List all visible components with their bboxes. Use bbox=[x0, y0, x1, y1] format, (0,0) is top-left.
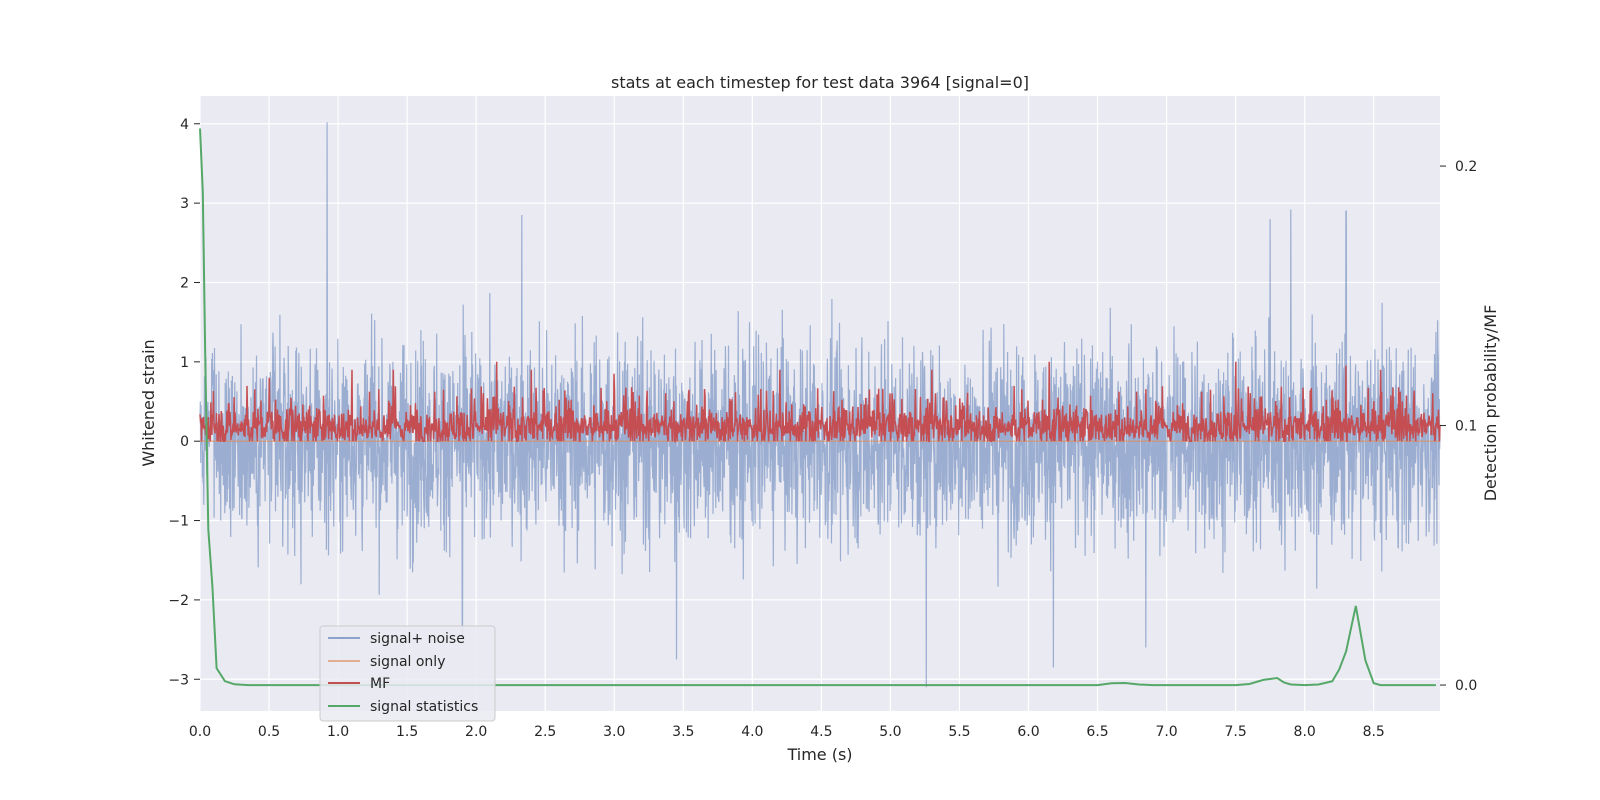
x-tick-label: 4.0 bbox=[741, 724, 763, 740]
y2-axis-label: Detection probability/MF bbox=[1481, 305, 1500, 502]
legend-box bbox=[319, 625, 496, 722]
x-tick-label: 5.0 bbox=[879, 724, 901, 740]
x-tick-label: 5.5 bbox=[948, 724, 970, 740]
y2-tick-label: 0.2 bbox=[1455, 159, 1477, 175]
x-tick-label: 3.5 bbox=[672, 724, 694, 740]
x-tick-label: 6.5 bbox=[1086, 724, 1108, 740]
x-tick-label: 8.5 bbox=[1363, 724, 1385, 740]
chart-title: stats at each timestep for test data 396… bbox=[611, 73, 1029, 92]
y2-tick-label: 0.0 bbox=[1455, 678, 1477, 694]
legend-label-mf: MF bbox=[370, 676, 390, 692]
x-tick-label: 0.0 bbox=[189, 724, 211, 740]
x-tick-label: 8.0 bbox=[1294, 724, 1316, 740]
x-tick-label: 6.0 bbox=[1017, 724, 1039, 740]
y-tick-label: −2 bbox=[168, 593, 189, 609]
legend-label-signal-only: signal only bbox=[370, 654, 445, 670]
y-axis-label: Whitened strain bbox=[139, 339, 158, 466]
x-tick-label: 1.5 bbox=[396, 724, 418, 740]
y-tick-label: 2 bbox=[180, 275, 189, 291]
x-tick-label: 4.5 bbox=[810, 724, 832, 740]
axes: 0.0 0.5 1.0 1.5 2.0 2.5 3.0 3.5 4.0 4.5 5.0 5.5 6.0 6… bbox=[168, 117, 1477, 740]
x-tick-label: 1.0 bbox=[327, 724, 349, 740]
x-tick-label: 3.0 bbox=[603, 724, 625, 740]
y-tick-label: 4 bbox=[180, 117, 189, 133]
x-axis-label: Time (s) bbox=[786, 745, 852, 764]
y-tick-label: 1 bbox=[180, 355, 189, 371]
x-tick-label: 2.5 bbox=[534, 724, 556, 740]
series-signal-statistics-line bbox=[199, 128, 1436, 687]
legend-label-signal-noise: signal+ noise bbox=[370, 631, 465, 647]
x-tick-label: 7.5 bbox=[1225, 724, 1247, 740]
series-signal-noise-line bbox=[199, 122, 1441, 688]
x-tick-label: 2.0 bbox=[465, 724, 487, 740]
y-tick-label: −3 bbox=[168, 672, 189, 688]
x-tick-label: 0.5 bbox=[258, 724, 280, 740]
legend-label-signal-statistics: signal statistics bbox=[370, 699, 478, 715]
legend: signal+ noise signal only MF signal stat… bbox=[319, 625, 496, 722]
y-tick-label: −1 bbox=[168, 514, 189, 530]
y-tick-label: 0 bbox=[180, 434, 189, 450]
series-mf-line bbox=[199, 361, 1441, 444]
series-layer bbox=[199, 122, 1441, 688]
x-tick-label: 7.0 bbox=[1155, 724, 1177, 740]
y2-tick-label: 0.1 bbox=[1455, 419, 1477, 435]
y-tick-label: 3 bbox=[180, 196, 189, 212]
